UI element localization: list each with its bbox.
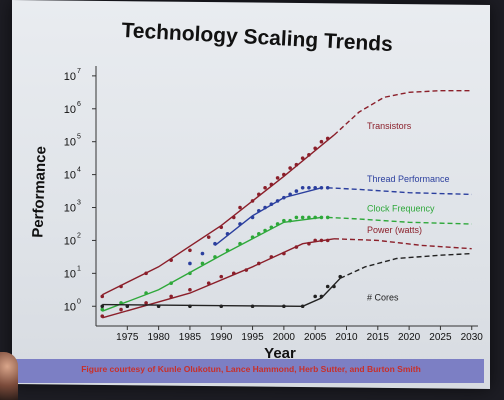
- chart-labels: Transistors Thread Performance Clock Frequ…: [367, 121, 450, 302]
- data-point: [300, 185, 305, 190]
- x-tick-label: 1980: [147, 332, 170, 343]
- projection-line: [339, 252, 472, 279]
- x-tick-label: 2025: [429, 332, 452, 343]
- projection-line: [327, 216, 472, 225]
- y-tick-label: 10: [64, 268, 76, 280]
- trend-line: [102, 238, 335, 319]
- x-tick-label: 1990: [210, 332, 233, 343]
- credit-band: [14, 359, 484, 383]
- data-point: [219, 274, 224, 279]
- x-tick-label: 1985: [179, 332, 202, 343]
- series-0: [100, 90, 472, 299]
- data-point: [313, 294, 317, 299]
- trend-line: [101, 134, 335, 296]
- y-tick-exponent: 1: [77, 265, 81, 272]
- y-tick-exponent: 2: [77, 232, 81, 239]
- data-point: [188, 248, 192, 253]
- data-point: [319, 139, 324, 144]
- projection-line: [327, 187, 472, 196]
- x-tick-label: 1995: [241, 332, 264, 343]
- y-tick-label: 10: [64, 235, 76, 247]
- data-point: [144, 301, 148, 305]
- series-4: [100, 252, 472, 309]
- series-label: Transistors: [367, 121, 412, 131]
- x-tick-label: 2000: [273, 332, 296, 343]
- data-point: [169, 294, 173, 299]
- series-label: Thread Performance: [367, 174, 450, 184]
- series-label: # Cores: [367, 292, 399, 302]
- trend-line: [102, 216, 322, 312]
- chart-series: [100, 90, 472, 319]
- data-point: [288, 166, 292, 170]
- series-label: Clock Frequency: [367, 203, 435, 213]
- y-tick-exponent: 4: [77, 167, 81, 174]
- y-tick-label: 10: [64, 301, 76, 313]
- trend-line: [102, 277, 341, 308]
- x-tick-label: 2030: [461, 332, 484, 343]
- x-tick-label: 2005: [304, 332, 327, 343]
- data-point: [206, 235, 211, 239]
- data-point: [294, 189, 299, 193]
- data-point: [100, 304, 105, 309]
- data-point: [325, 284, 330, 289]
- data-point: [307, 185, 311, 190]
- data-point: [200, 251, 205, 256]
- y-tick-exponent: 6: [77, 101, 81, 108]
- data-point: [275, 176, 280, 180]
- data-point: [319, 215, 324, 220]
- credit-text: Figure courtesy of Kunle Olukotun, Lance…: [81, 364, 421, 374]
- y-tick-exponent: 5: [77, 134, 81, 141]
- series-label: Power (watts): [367, 225, 422, 235]
- data-point: [300, 156, 305, 160]
- y-tick-label: 10: [64, 71, 76, 83]
- y-tick-label: 10: [64, 203, 76, 215]
- data-point: [294, 215, 299, 220]
- audience-person: [0, 352, 18, 400]
- x-tick-label: 1975: [116, 332, 139, 343]
- y-tick-label: 10: [64, 104, 76, 116]
- series-3: [100, 238, 472, 319]
- data-point: [263, 185, 267, 190]
- trend-line: [214, 187, 322, 246]
- x-tick-label: 2010: [335, 332, 358, 343]
- series-1: [188, 185, 472, 266]
- y-tick-label: 10: [64, 170, 76, 182]
- x-tick-label: 2015: [367, 332, 390, 343]
- data-point: [300, 215, 305, 220]
- data-point: [188, 287, 192, 292]
- data-point: [238, 205, 242, 210]
- projection-line: [333, 238, 472, 250]
- y-tick-label: 10: [64, 137, 76, 149]
- projection-line: [333, 90, 472, 136]
- data-point: [188, 261, 192, 266]
- x-tick-label: 2020: [398, 332, 421, 343]
- y-tick-exponent: 7: [77, 68, 81, 75]
- series-2: [100, 215, 472, 312]
- data-point: [119, 307, 123, 312]
- data-point: [100, 294, 105, 299]
- y-axis-label: Performance: [29, 145, 50, 239]
- y-tick-exponent: 0: [77, 298, 81, 305]
- x-axis-label: Year: [264, 345, 296, 362]
- y-tick-exponent: 3: [77, 200, 81, 207]
- chart-axes: 1975 1980 1985 1990 1995 2000 2005 2010 2015 2020…: [64, 66, 484, 343]
